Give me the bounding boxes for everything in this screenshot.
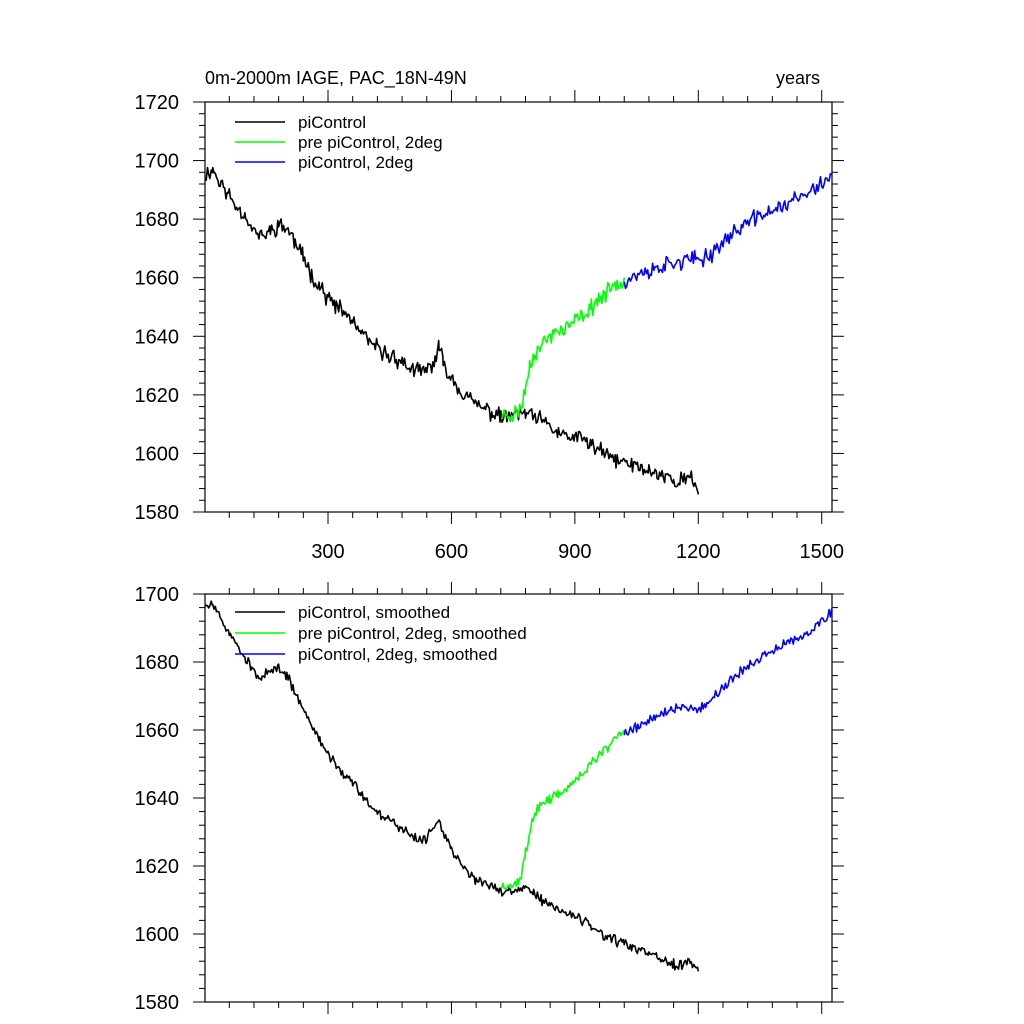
series-line-2 xyxy=(500,729,625,890)
y-tick-label: 1700 xyxy=(135,584,180,606)
series-line-1 xyxy=(204,600,700,972)
legend-label: piControl, smoothed xyxy=(298,603,450,622)
y-tick-label: 1660 xyxy=(135,268,180,290)
bottom-chart-panel: 1580 1600 1620 1640 1660 1680 1700 piControl, s… xyxy=(135,582,844,1014)
legend-label: piControl, 2deg, smoothed xyxy=(298,645,497,664)
y-tick-label: 1600 xyxy=(135,924,180,946)
x-tick-label: 1500 xyxy=(799,541,844,563)
x-tick-label: 300 xyxy=(311,541,344,563)
units-label: years xyxy=(776,68,820,88)
series-line-3 xyxy=(623,172,833,290)
x-tick-label: 1200 xyxy=(676,541,721,563)
y-tick-label: 1680 xyxy=(135,652,180,674)
y-tick-label: 1640 xyxy=(135,326,180,348)
y-tick-label: 1620 xyxy=(135,856,180,878)
y-tick-label: 1640 xyxy=(135,788,180,810)
y-tick-label: 1620 xyxy=(135,385,180,407)
legend-label: pre piControl, 2deg, smoothed xyxy=(298,624,527,643)
chart-title: 0m-2000m IAGE, PAC_18N-49N xyxy=(205,68,467,89)
top-chart-panel: 1580 1600 1620 1640 1660 1680 1700 1720 300 600 90… xyxy=(135,68,844,563)
y-tick-label: 1580 xyxy=(135,992,180,1014)
series-line-2 xyxy=(500,277,625,423)
y-tick-label: 1680 xyxy=(135,209,180,231)
y-tick-label: 1720 xyxy=(135,92,180,114)
plot-frame xyxy=(204,101,833,513)
y-tick-label: 1600 xyxy=(135,443,180,465)
legend-label: piControl xyxy=(298,113,366,132)
y-tick-label: 1700 xyxy=(135,151,180,173)
legend-label: pre piControl, 2deg xyxy=(298,133,443,152)
x-tick-label: 900 xyxy=(558,541,591,563)
x-tick-label: 600 xyxy=(435,541,468,563)
legend-label: piControl, 2deg xyxy=(298,153,413,172)
y-tick-label: 1580 xyxy=(135,502,180,524)
series-line-1 xyxy=(205,166,700,495)
series-line-3 xyxy=(623,608,833,736)
y-tick-label: 1660 xyxy=(135,720,180,742)
